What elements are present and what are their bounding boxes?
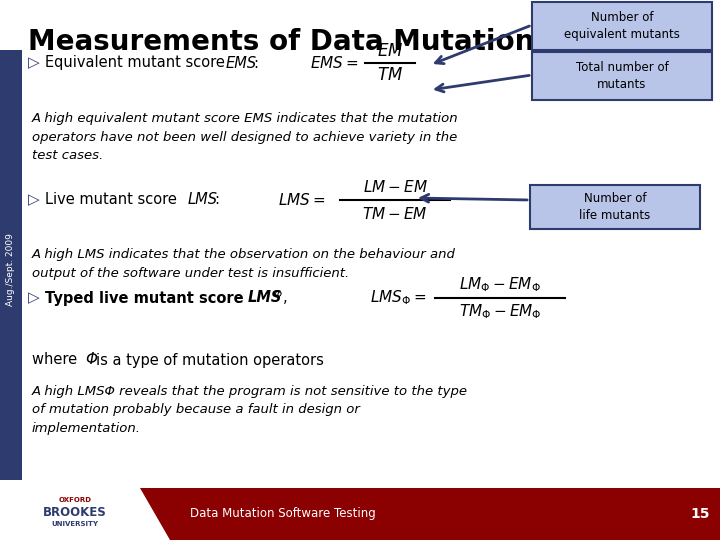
Text: $LM-EM$: $LM-EM$: [363, 179, 428, 195]
Polygon shape: [0, 488, 170, 540]
Text: is a type of mutation operators: is a type of mutation operators: [96, 353, 324, 368]
Text: $LMS=$: $LMS=$: [278, 192, 325, 208]
Text: Typed live mutant score: Typed live mutant score: [45, 291, 248, 306]
Text: Measurements of Data Mutation: Measurements of Data Mutation: [28, 28, 534, 56]
FancyBboxPatch shape: [532, 2, 712, 50]
Text: A high LMS indicates that the observation on the behaviour and
output of the sof: A high LMS indicates that the observatio…: [32, 248, 456, 280]
Text: LMS: LMS: [248, 291, 282, 306]
Text: ▷: ▷: [28, 192, 40, 207]
Text: Number of
life mutants: Number of life mutants: [580, 192, 651, 222]
Text: $TM$: $TM$: [377, 66, 403, 84]
Text: $TM_\Phi-EM_\Phi$: $TM_\Phi-EM_\Phi$: [459, 302, 541, 321]
Text: ,: ,: [283, 291, 287, 306]
Text: $EMS=$: $EMS=$: [310, 55, 359, 71]
Text: OXFORD: OXFORD: [58, 497, 91, 503]
Text: $LM_\Phi-EM_\Phi$: $LM_\Phi-EM_\Phi$: [459, 275, 541, 294]
Text: EMS: EMS: [226, 56, 257, 71]
Text: ▷: ▷: [28, 56, 40, 71]
Text: Number of
equivalent mutants: Number of equivalent mutants: [564, 11, 680, 41]
Text: $LMS_\Phi=$: $LMS_\Phi=$: [370, 289, 426, 307]
Text: LMS: LMS: [188, 192, 218, 207]
FancyBboxPatch shape: [532, 52, 712, 100]
FancyBboxPatch shape: [530, 185, 700, 229]
Text: Aug./Sept. 2009: Aug./Sept. 2009: [6, 234, 16, 306]
Text: :: :: [214, 192, 219, 207]
Text: 15: 15: [690, 507, 710, 521]
Text: UNIVERSITY: UNIVERSITY: [52, 521, 99, 527]
Bar: [0, 50, 22, 480]
Text: $EM$: $EM$: [377, 42, 403, 60]
Text: :: :: [253, 56, 258, 71]
Text: Equivalent mutant score: Equivalent mutant score: [45, 56, 230, 71]
Text: Φ: Φ: [85, 353, 97, 368]
Text: A high equivalent mutant score EMS indicates that the mutation
operators have no: A high equivalent mutant score EMS indic…: [32, 112, 459, 162]
Text: Φ: Φ: [273, 290, 281, 300]
Text: where: where: [32, 353, 82, 368]
Bar: [0, 488, 720, 540]
Text: Total number of
mutants: Total number of mutants: [575, 61, 668, 91]
Text: A high LMSΦ reveals that the program is not sensitive to the type
of mutation pr: A high LMSΦ reveals that the program is …: [32, 385, 468, 435]
Text: $TM-EM$: $TM-EM$: [362, 206, 428, 222]
Text: Data Mutation Software Testing: Data Mutation Software Testing: [190, 508, 376, 521]
Text: Live mutant score: Live mutant score: [45, 192, 181, 207]
Text: ▷: ▷: [28, 291, 40, 306]
Text: BROOKES: BROOKES: [43, 505, 107, 518]
